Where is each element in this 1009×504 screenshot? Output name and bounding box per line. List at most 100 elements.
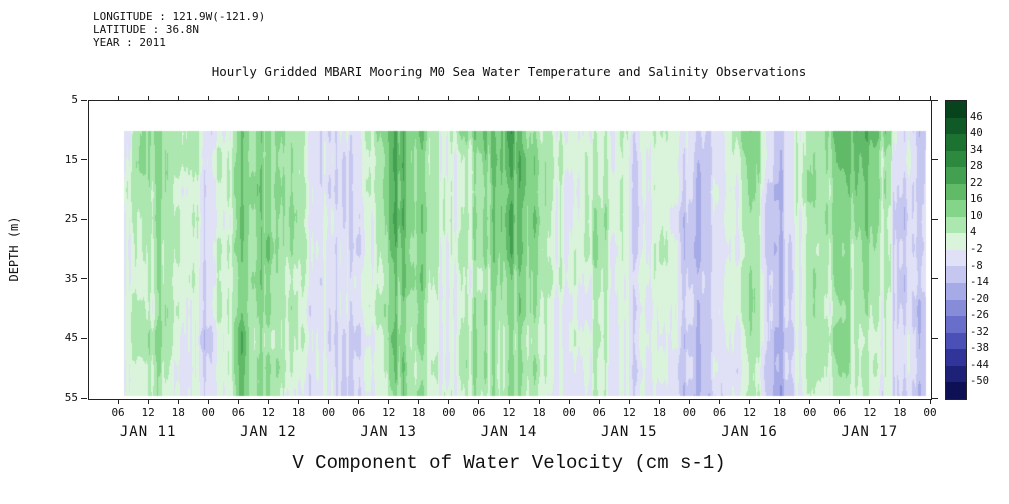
x-tick-mark bbox=[237, 399, 239, 404]
x-day-label: JAN 17 bbox=[841, 424, 899, 440]
x-tick-mark-top bbox=[779, 96, 781, 100]
colorbar-segment bbox=[946, 117, 966, 135]
x-tick-mark bbox=[298, 399, 299, 404]
x-tick-mark-top bbox=[358, 96, 360, 100]
y-tick-mark-right bbox=[932, 159, 938, 161]
x-tick-mark-top bbox=[117, 96, 119, 100]
chart-bottom-label: V Component of Water Velocity (cm s-1) bbox=[292, 452, 726, 474]
x-tick-mark-top bbox=[929, 96, 931, 100]
x-tick-mark bbox=[358, 399, 360, 404]
x-tick-mark bbox=[749, 399, 751, 404]
colorbar-segment bbox=[946, 200, 966, 217]
x-tick-mark-top bbox=[839, 96, 841, 100]
colorbar bbox=[945, 100, 967, 400]
y-tick-mark-right bbox=[932, 337, 938, 339]
x-tick-mark bbox=[869, 399, 871, 404]
y-axis-label: DEPTH (m) bbox=[7, 216, 21, 282]
y-tick-mark bbox=[81, 99, 87, 101]
x-tick-mark-top bbox=[508, 96, 510, 100]
y-tick-mark-right bbox=[932, 218, 938, 220]
x-tick-mark bbox=[628, 399, 630, 404]
x-tick-label: 18 bbox=[652, 406, 666, 419]
colorbar-tick-label: -32 bbox=[970, 325, 989, 338]
x-tick-mark-top bbox=[177, 96, 179, 100]
y-tick-label: 15 bbox=[64, 152, 78, 166]
x-tick-mark-top bbox=[237, 96, 239, 100]
x-tick-mark-top bbox=[719, 96, 720, 100]
x-tick-label: 18 bbox=[532, 406, 546, 419]
x-day-label: JAN 16 bbox=[721, 424, 778, 440]
x-tick-label: 06 bbox=[833, 406, 847, 419]
x-tick-mark-top bbox=[688, 96, 690, 100]
colorbar-segment bbox=[946, 266, 966, 284]
x-day-label: JAN 12 bbox=[240, 424, 297, 440]
y-tick-mark-right bbox=[932, 397, 938, 399]
colorbar-segment bbox=[946, 233, 966, 250]
x-tick-mark bbox=[899, 399, 901, 404]
x-day-label: JAN 15 bbox=[600, 424, 658, 440]
x-tick-label: 18 bbox=[291, 406, 306, 419]
x-tick-label: 06 bbox=[111, 406, 125, 419]
x-tick-mark-top bbox=[328, 96, 330, 100]
x-tick-label: 06 bbox=[352, 406, 366, 419]
x-tick-mark bbox=[388, 399, 390, 404]
x-tick-label: 12 bbox=[502, 406, 516, 419]
colorbar-tick-label: -44 bbox=[970, 358, 989, 371]
x-tick-label: 18 bbox=[893, 406, 907, 419]
colorbar-tick-label: -14 bbox=[970, 276, 989, 289]
plot-frame bbox=[88, 100, 932, 400]
x-tick-mark-top bbox=[598, 96, 600, 100]
colorbar-tick-label: -20 bbox=[970, 292, 989, 305]
colorbar-segment bbox=[946, 167, 966, 184]
x-tick-mark-top bbox=[207, 96, 209, 100]
colorbar-tick-label: -50 bbox=[970, 375, 989, 388]
x-tick-mark bbox=[177, 399, 179, 404]
x-tick-label: 00 bbox=[201, 406, 215, 419]
colorbar-tick-label: -2 bbox=[970, 243, 983, 255]
colorbar-tick-label: 28 bbox=[970, 160, 983, 173]
colorbar-segment bbox=[946, 299, 966, 317]
colorbar-segment bbox=[946, 216, 966, 234]
colorbar-segment bbox=[946, 283, 966, 300]
x-day-label: JAN 11 bbox=[119, 424, 177, 440]
x-tick-mark bbox=[508, 399, 510, 404]
colorbar-tick-label: 22 bbox=[970, 176, 983, 189]
x-tick-mark bbox=[418, 399, 420, 404]
x-tick-label: 06 bbox=[472, 406, 486, 419]
x-tick-label: 00 bbox=[442, 406, 456, 419]
x-tick-label: 12 bbox=[622, 406, 636, 419]
x-tick-mark bbox=[568, 399, 570, 404]
y-tick-mark bbox=[81, 397, 87, 399]
y-tick-label: 5 bbox=[71, 93, 78, 106]
x-day-label: JAN 14 bbox=[480, 424, 538, 440]
colorbar-segment bbox=[946, 365, 966, 383]
x-tick-label: 06 bbox=[592, 406, 606, 419]
y-tick-mark-right bbox=[932, 278, 938, 280]
x-tick-label: 18 bbox=[171, 406, 185, 419]
colorbar-tick-label: -8 bbox=[970, 259, 983, 272]
colorbar-segment bbox=[946, 134, 966, 151]
x-tick-mark bbox=[719, 399, 720, 404]
x-tick-mark bbox=[688, 399, 690, 404]
x-tick-mark-top bbox=[448, 96, 450, 100]
header-latitude: LATITUDE : 36.8N bbox=[93, 23, 199, 36]
chart-title: Hourly Gridded MBARI Mooring M0 Sea Wate… bbox=[211, 64, 807, 79]
x-tick-mark bbox=[809, 399, 811, 404]
x-tick-label: 00 bbox=[562, 406, 576, 419]
x-tick-mark-top bbox=[478, 96, 480, 100]
colorbar-segment bbox=[946, 101, 966, 118]
x-tick-label: 06 bbox=[231, 406, 245, 419]
y-tick-mark bbox=[81, 159, 87, 161]
colorbar-tick-label: 46 bbox=[970, 110, 983, 123]
x-tick-label: 06 bbox=[712, 406, 727, 419]
y-tick-mark-right bbox=[932, 99, 938, 101]
x-tick-mark bbox=[839, 399, 841, 404]
x-tick-label: 12 bbox=[261, 406, 276, 419]
y-tick-label: 35 bbox=[64, 271, 78, 285]
heatmap-canvas bbox=[89, 101, 931, 399]
x-tick-mark bbox=[267, 399, 269, 404]
colorbar-segment bbox=[946, 332, 966, 350]
y-tick-label: 25 bbox=[64, 212, 78, 226]
colorbar-tick-label: 10 bbox=[970, 209, 983, 222]
